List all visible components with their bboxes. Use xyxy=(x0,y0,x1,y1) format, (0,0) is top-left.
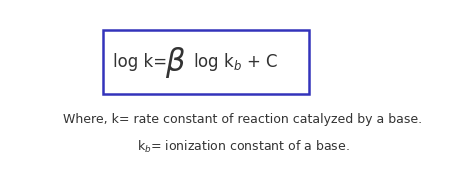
Text: Where, k= rate constant of reaction catalyzed by a base.: Where, k= rate constant of reaction cata… xyxy=(64,113,422,126)
Text: log k$_b$ + C: log k$_b$ + C xyxy=(193,51,279,73)
Bar xyxy=(103,30,309,94)
Text: k$_b$= ionization constant of a base.: k$_b$= ionization constant of a base. xyxy=(137,139,349,155)
Text: $\beta$: $\beta$ xyxy=(164,45,185,80)
Text: log k=: log k= xyxy=(112,53,167,71)
